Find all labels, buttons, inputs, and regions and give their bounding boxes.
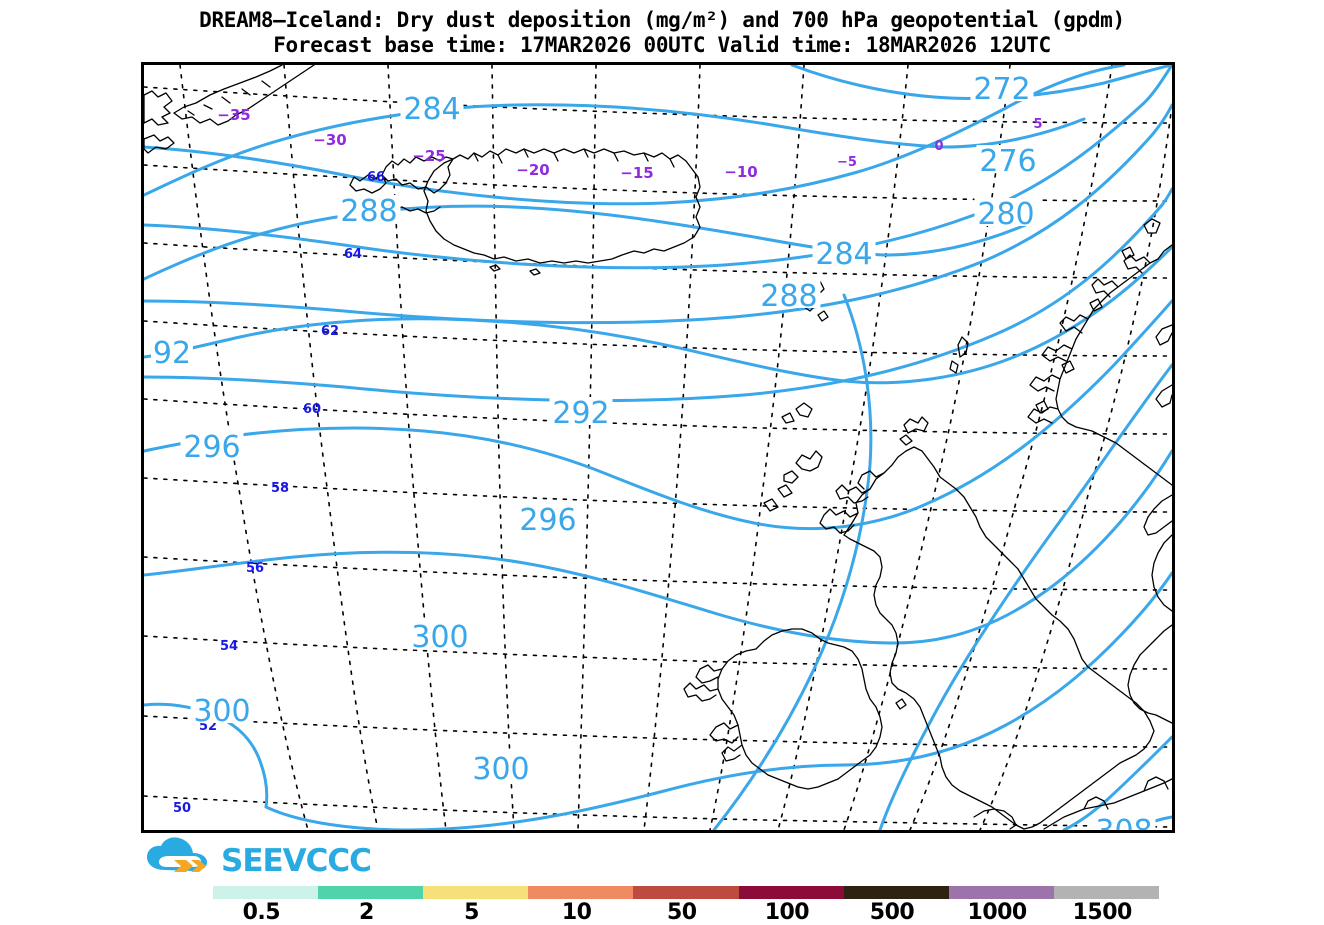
longitude-label: −15 (620, 164, 653, 182)
page-title: DREAM8—Iceland: Dry dust deposition (mg/… (199, 8, 1125, 32)
latitude-label: 66 (367, 170, 385, 185)
longitude-label: −35 (217, 106, 250, 124)
contour-value-label: 292 (552, 396, 609, 431)
contour-value-label: 284 (815, 237, 872, 272)
colorbar-segment-100 (738, 886, 844, 899)
latitude-label: 58 (271, 481, 289, 496)
arrow-icon (174, 860, 206, 872)
contour-value-label: 276 (979, 144, 1036, 179)
contour-value-label: 296 (519, 503, 576, 538)
latitude-label: 60 (303, 402, 321, 417)
colorbar-segment-10 (528, 886, 634, 899)
latitude-label: 50 (173, 801, 191, 816)
contour-value-label: 300 (411, 620, 468, 655)
logo-text: SEEVCCC (221, 843, 371, 879)
contour-label-bg (400, 93, 464, 121)
longitude-label: −25 (412, 147, 445, 165)
colorbar-segment-1500 (1053, 886, 1159, 899)
colorbar-segment-50 (633, 886, 739, 899)
seevccc-logo: SEEVCCC (143, 836, 383, 880)
contour-value-label: 288 (760, 279, 817, 314)
contour-value-label: 300 (472, 752, 529, 787)
contour-label-bg (1092, 815, 1156, 830)
contour-value-label: 284 (403, 92, 460, 127)
contour-label-bg (757, 280, 821, 308)
forecast-time-subtitle: Forecast base time: 17MAR2026 00UTC Vali… (273, 33, 1051, 57)
colorbar-label-10: 10 (561, 900, 592, 925)
contour-label-bg (974, 198, 1038, 226)
contour-label-bg (812, 238, 876, 266)
colorbar-label-1500: 1500 (1072, 900, 1133, 925)
colorbar-segment-2 (318, 886, 424, 899)
contour-label-bg (469, 753, 533, 781)
contour-label-bg (408, 621, 472, 649)
colorbar-label-1000: 1000 (967, 900, 1028, 925)
longitude-labels: −35 −30 −25 −20 −15 −10 −5 0 5 (217, 106, 1042, 182)
contour-label-bg (151, 337, 193, 365)
coastline-layer (144, 65, 1172, 830)
contour-label-bg (190, 695, 254, 723)
colorbar-tick-labels: 0.5 2 5 10 50 100 500 1000 1500 (213, 900, 1159, 925)
colorbar-segment-0.5 (213, 886, 319, 899)
colorbar-label-50: 50 (666, 900, 697, 925)
colorbar-strip (213, 886, 1159, 899)
colorbar-segment-5 (423, 886, 529, 899)
latitude-label: 56 (246, 561, 264, 576)
contour-label-bg (549, 397, 613, 425)
longitude-label: −10 (724, 163, 757, 181)
map-canvas: −35−30−25−20−15−10−505 68666462605856545… (141, 62, 1175, 833)
contour-value-label: 308 (1095, 814, 1152, 830)
geopotential-contour-layer (144, 65, 1172, 830)
longitude-label: −30 (313, 131, 346, 149)
contour-label-bg (180, 431, 244, 459)
chart-title-block: DREAM8—Iceland: Dry dust deposition (mg/… (0, 8, 1324, 58)
colorbar-segment-500 (843, 886, 949, 899)
contour-label-bg (976, 145, 1040, 173)
colorbar-label-0.5: 0.5 (242, 900, 281, 925)
contour-label-bg (337, 195, 401, 223)
latitude-label: 54 (220, 639, 238, 654)
contour-value-label: 288 (340, 194, 397, 229)
contour-value-labels: 272 284 276 288 280 284 288 92 292 296 296 300 300 30… (151, 72, 1156, 830)
contour-value-label: 92 (153, 336, 191, 371)
contour-value-label: 280 (977, 197, 1034, 232)
colorbar-label-5: 5 (464, 900, 479, 925)
latitude-label: 62 (321, 324, 339, 339)
contour-label-bg (970, 73, 1034, 101)
colorbar-label-500: 500 (869, 900, 915, 925)
map-svg: −35−30−25−20−15−10−505 68666462605856545… (144, 65, 1172, 830)
contour-value-label: 296 (183, 430, 240, 465)
longitude-label: −5 (837, 155, 857, 170)
contour-value-label: 272 (973, 72, 1030, 107)
latitude-label: 64 (344, 247, 362, 262)
graticule-layer (144, 65, 1172, 830)
contour-value-label: 300 (193, 694, 250, 729)
longitude-label: −20 (516, 161, 549, 179)
longitude-label: 5 (1033, 117, 1042, 132)
contour-label-bg (516, 504, 580, 532)
longitude-label: 0 (934, 139, 943, 154)
colorbar-label-2: 2 (359, 900, 374, 925)
colorbar-segment-1000 (948, 886, 1054, 899)
deposition-colorbar: 0.5 2 5 10 50 100 500 1000 1500 (213, 886, 1159, 925)
colorbar-label-100: 100 (764, 900, 810, 925)
